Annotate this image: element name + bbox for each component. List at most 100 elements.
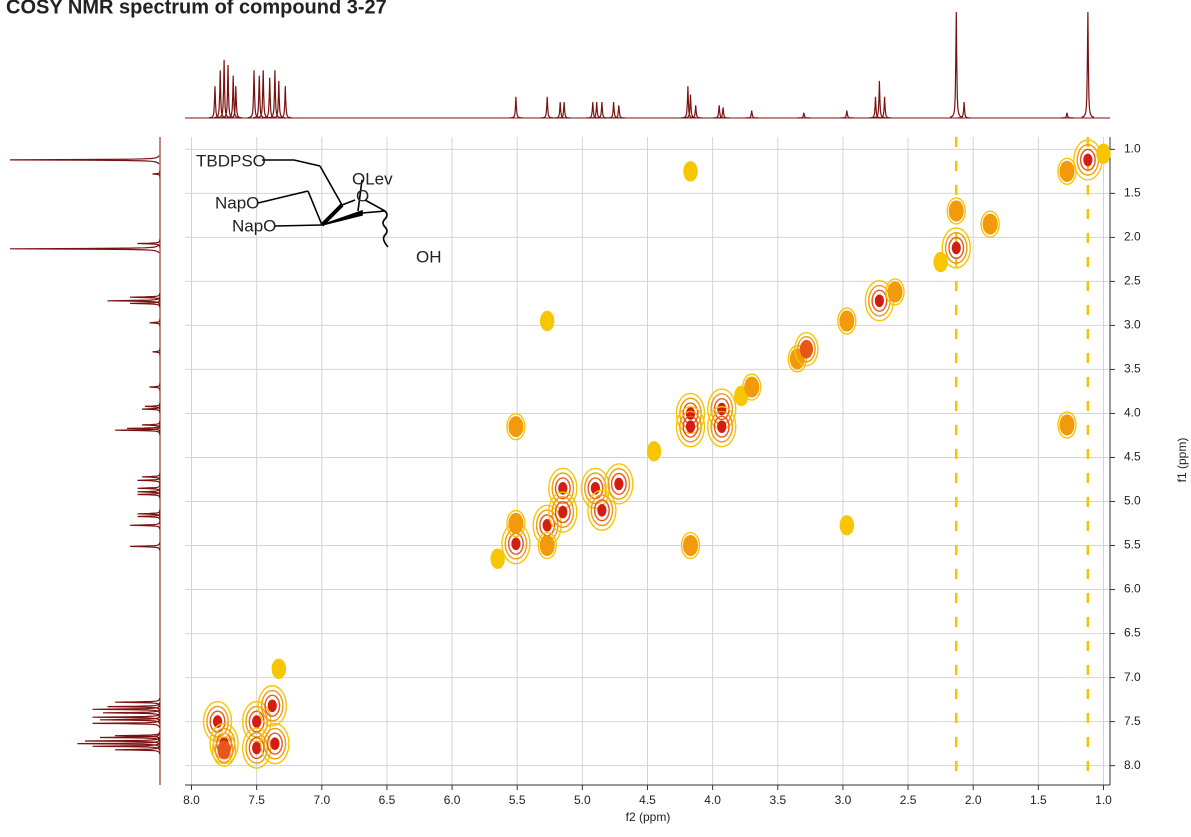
top-trace-peak <box>278 86 292 119</box>
y-tick-label: 7.5 <box>1124 714 1141 728</box>
top-trace-peak <box>557 102 571 119</box>
contour <box>717 402 727 416</box>
cross-peak <box>241 700 272 743</box>
cross-peak <box>742 373 762 401</box>
contour <box>264 694 281 717</box>
cross-peak <box>506 412 526 441</box>
contour <box>683 161 698 182</box>
contour <box>680 531 701 560</box>
x-tick-label: 5.5 <box>509 793 526 807</box>
contour <box>271 658 287 679</box>
x-tick-label: 2.0 <box>965 793 982 807</box>
top-trace-peak <box>716 107 730 119</box>
contour <box>885 278 905 306</box>
x-tick-label: 8.0 <box>183 793 200 807</box>
cross-peak <box>548 491 578 533</box>
contour <box>980 210 1000 238</box>
contour <box>245 705 268 738</box>
top-trace-peak <box>612 105 626 119</box>
y-tick-label: 3.5 <box>1124 362 1141 376</box>
cross-peak <box>646 441 662 462</box>
contour <box>539 310 555 332</box>
contour <box>797 335 816 363</box>
top-trace-peak <box>878 96 891 119</box>
left-trace-peak <box>107 296 161 305</box>
left-trace-peak <box>144 402 161 411</box>
left-trace-peak <box>99 733 161 742</box>
x-tick-label: 2.5 <box>900 793 917 807</box>
top-trace-peak <box>1081 11 1095 118</box>
cross-peak <box>211 732 237 767</box>
cross-peak <box>257 685 287 727</box>
y-tick-label: 3.0 <box>1124 318 1141 332</box>
cross-peak <box>680 531 701 560</box>
x-tick-label: 6.0 <box>444 793 461 807</box>
contour <box>933 251 948 273</box>
plot-area: 8.0 7.5 7.0 6.5 6.0 5.5 5.0 4.5 4.0 3.5 3.0 2.5 2.0 1… <box>159 117 1141 807</box>
contour <box>799 339 814 359</box>
cross-peak <box>946 197 966 225</box>
contour <box>211 732 237 767</box>
contour <box>874 294 885 308</box>
y-tick-label: 5.0 <box>1124 494 1141 508</box>
cross-peak <box>794 331 819 367</box>
left-trace-peak <box>137 484 161 493</box>
contour <box>245 732 268 764</box>
contour <box>682 415 699 438</box>
x-tick-label: 5.0 <box>574 793 591 807</box>
contour <box>982 213 998 235</box>
contour <box>248 736 265 760</box>
contour <box>537 531 557 560</box>
left-trace-peak <box>137 512 161 521</box>
left-trace-peak <box>126 424 161 433</box>
contour <box>590 494 614 527</box>
cross-peak <box>707 405 737 448</box>
cross-peak <box>1073 139 1103 181</box>
contour <box>887 281 903 303</box>
contour <box>946 197 966 225</box>
top-trace-peak <box>554 102 567 119</box>
contour <box>558 505 568 519</box>
contour <box>794 331 819 367</box>
x-tick-label: 3.0 <box>835 793 852 807</box>
top-trace-peak <box>745 110 758 119</box>
top-trace-peak <box>1060 112 1074 119</box>
cross-peak <box>260 722 290 765</box>
structure-label: NapO <box>232 216 276 235</box>
contour <box>217 740 231 760</box>
y-tick-label: 2.0 <box>1124 230 1141 244</box>
x-tick-label: 6.5 <box>379 793 396 807</box>
cross-peak <box>1057 411 1077 439</box>
contour <box>646 441 662 462</box>
contour <box>597 504 607 517</box>
contour <box>511 537 521 551</box>
cross-peak <box>506 509 526 538</box>
contour <box>742 373 762 401</box>
top-trace-peak <box>595 102 609 119</box>
top-trace-peak <box>229 86 243 119</box>
left-trace-peak <box>114 731 161 741</box>
contour <box>587 489 617 532</box>
contour <box>1083 153 1093 167</box>
contour <box>548 491 578 533</box>
contour <box>209 722 239 765</box>
contour <box>539 534 555 557</box>
cross-peak <box>271 658 287 679</box>
contour <box>944 232 968 264</box>
contour <box>252 715 262 728</box>
top-trace-peak <box>607 102 620 119</box>
contour <box>263 727 287 760</box>
left-trace-peak <box>107 702 161 711</box>
top-trace-peak <box>689 105 702 119</box>
contour <box>868 284 891 317</box>
contour <box>506 412 526 441</box>
contour <box>679 410 702 443</box>
left-trace-peak <box>141 472 161 482</box>
contour <box>1059 414 1075 436</box>
structure-label: OLev <box>352 169 393 188</box>
contour <box>554 500 571 524</box>
contour <box>744 376 760 398</box>
left-trace-peak <box>137 509 161 519</box>
cross-peak <box>490 548 505 569</box>
